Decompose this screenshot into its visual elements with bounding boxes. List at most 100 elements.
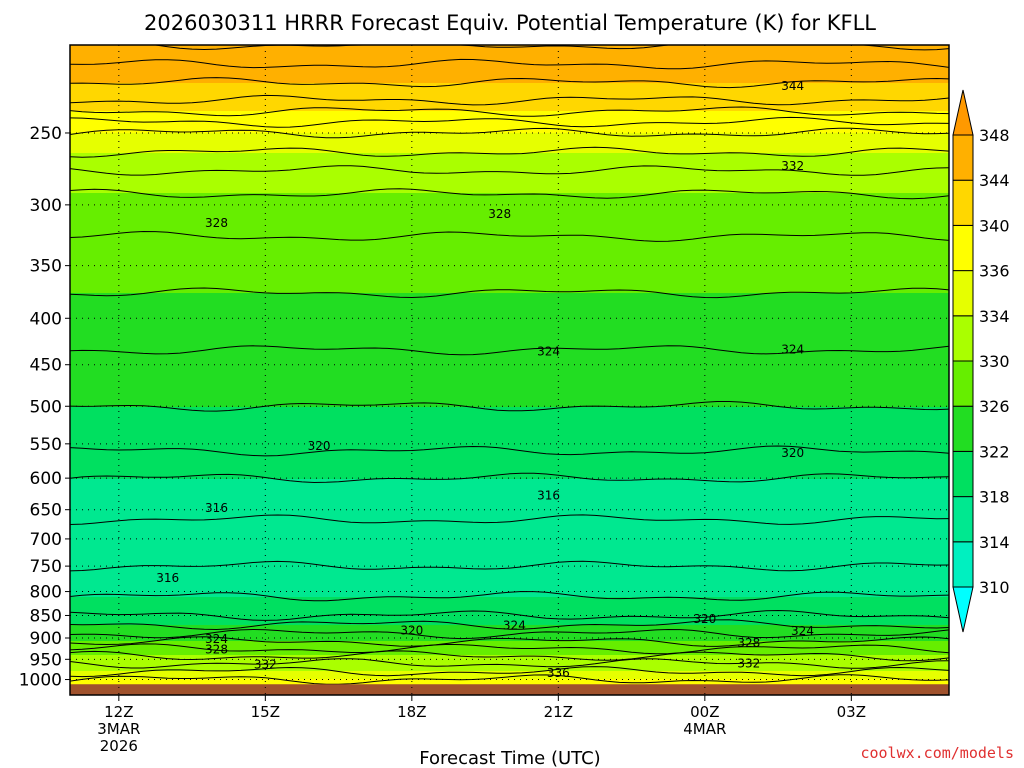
theta-e-band xyxy=(70,219,949,222)
theta-e-band xyxy=(70,457,949,460)
theta-e-band xyxy=(70,97,949,100)
theta-e-band xyxy=(70,69,949,72)
theta-e-band xyxy=(70,335,949,338)
theta-e-band xyxy=(70,167,949,170)
theta-e-band xyxy=(70,449,949,452)
contour-label: 316 xyxy=(537,488,560,502)
theta-e-band xyxy=(70,281,949,284)
x-tick-sublabel: 4MAR xyxy=(683,720,726,738)
theta-e-band xyxy=(70,215,949,218)
theta-e-band xyxy=(70,443,949,446)
y-tick-label: 650 xyxy=(30,501,62,521)
theta-e-band xyxy=(70,131,949,134)
x-tick-label: 21Z xyxy=(544,703,573,721)
contour-line xyxy=(69,94,950,106)
contour-line xyxy=(69,590,950,602)
colorbar-label: 322 xyxy=(979,442,1010,461)
theta-e-band xyxy=(70,639,949,642)
theta-e-band xyxy=(70,369,949,372)
theta-e-band xyxy=(70,587,949,590)
theta-e-band xyxy=(70,229,949,232)
y-tick-label: 750 xyxy=(30,557,62,577)
theta-e-band xyxy=(70,431,949,434)
theta-e-band xyxy=(70,255,949,258)
contour-line xyxy=(69,127,950,139)
theta-e-band xyxy=(70,573,949,576)
contour-label: 324 xyxy=(205,632,228,646)
theta-e-band xyxy=(70,87,949,90)
theta-e-band xyxy=(70,63,949,66)
theta-e-band xyxy=(70,523,949,526)
contour-line xyxy=(69,58,950,70)
theta-e-band xyxy=(70,545,949,548)
theta-e-band xyxy=(70,467,949,470)
contour-line xyxy=(69,472,950,484)
contour-label: 324 xyxy=(537,344,560,358)
theta-e-band xyxy=(70,189,949,192)
theta-e-band xyxy=(70,571,949,574)
theta-e-band xyxy=(70,195,949,198)
chart-title: 2026030311 HRRR Forecast Equiv. Potentia… xyxy=(144,11,876,35)
theta-e-band xyxy=(70,45,949,48)
theta-e-band xyxy=(70,575,949,578)
theta-e-band xyxy=(70,627,949,630)
theta-e-band xyxy=(70,483,949,486)
y-tick-label: 550 xyxy=(30,435,62,455)
theta-e-band xyxy=(70,461,949,464)
theta-e-band xyxy=(70,535,949,538)
theta-e-band xyxy=(70,403,949,406)
theta-e-band xyxy=(70,345,949,348)
theta-e-band xyxy=(70,479,949,482)
theta-e-band xyxy=(70,109,949,112)
theta-e-band xyxy=(70,367,949,370)
theta-e-band xyxy=(70,147,949,150)
theta-e-band xyxy=(70,141,949,144)
theta-e-band xyxy=(70,499,949,502)
y-tick-label: 250 xyxy=(30,124,62,144)
contour-line xyxy=(69,658,950,669)
contour-label: 324 xyxy=(781,343,804,357)
theta-e-band xyxy=(70,423,949,426)
theta-e-band xyxy=(70,645,949,648)
colorbar-segment xyxy=(952,450,974,498)
y-tick-label: 850 xyxy=(30,606,62,626)
theta-e-band xyxy=(70,507,949,510)
theta-e-band xyxy=(70,301,949,304)
theta-e-band xyxy=(70,377,949,380)
contour-line xyxy=(69,666,950,678)
theta-e-band xyxy=(70,101,949,104)
y-tick-label: 350 xyxy=(30,257,62,277)
theta-e-band xyxy=(70,543,949,546)
theta-e-band xyxy=(70,249,949,252)
theta-e-band xyxy=(70,339,949,342)
theta-e-band xyxy=(70,107,949,110)
theta-e-band xyxy=(70,433,949,436)
colorbar-label: 318 xyxy=(979,488,1010,507)
theta-e-band xyxy=(70,597,949,600)
theta-e-band xyxy=(70,669,949,672)
theta-e-band xyxy=(70,675,949,678)
theta-e-band xyxy=(70,285,949,288)
contour-line xyxy=(69,445,950,457)
y-tick-label: 1000 xyxy=(19,671,62,691)
y-tick-label: 400 xyxy=(30,309,62,329)
contour-label: 332 xyxy=(737,656,760,670)
theta-e-band xyxy=(70,373,949,376)
theta-e-band xyxy=(70,635,949,638)
theta-e-band xyxy=(70,453,949,456)
theta-e-band xyxy=(70,355,949,358)
theta-e-band xyxy=(70,297,949,300)
theta-e-band xyxy=(70,667,949,670)
theta-e-band xyxy=(70,663,949,666)
colorbar-label: 336 xyxy=(979,262,1010,281)
contour-line xyxy=(69,345,950,356)
contour-label: 336 xyxy=(547,666,570,680)
theta-e-band xyxy=(70,447,949,450)
theta-e-band xyxy=(70,677,949,680)
theta-e-band xyxy=(70,445,949,448)
theta-e-band xyxy=(70,105,949,108)
colorbar-label: 326 xyxy=(979,397,1010,416)
contour-label: 316 xyxy=(205,501,228,515)
theta-e-band xyxy=(70,683,949,686)
